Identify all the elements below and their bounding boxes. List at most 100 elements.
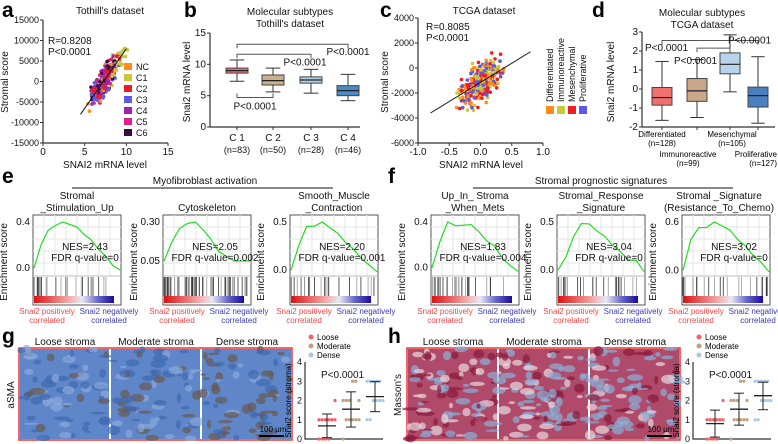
tissue-texture bbox=[496, 422, 503, 425]
legend-label: Loose bbox=[705, 333, 727, 342]
y-tick-label: 0.5 bbox=[540, 217, 554, 228]
data-point bbox=[470, 105, 474, 110]
x-tick-label: 1.0 bbox=[536, 147, 550, 158]
p-value: P<0.0001 bbox=[283, 58, 327, 69]
y-tick-label: 1 bbox=[632, 65, 638, 76]
data-point bbox=[459, 88, 464, 93]
tissue-texture bbox=[46, 353, 55, 362]
gene-set-title: Stromal _Signature bbox=[676, 191, 762, 202]
group-n: (n=46) bbox=[335, 145, 361, 155]
tissue-texture bbox=[103, 351, 109, 359]
tissue-texture bbox=[672, 381, 678, 385]
tissue-texture bbox=[660, 388, 667, 397]
tissue-texture bbox=[256, 397, 266, 405]
tissue-texture bbox=[85, 430, 91, 433]
data-point bbox=[457, 96, 462, 100]
legend-label: Moderate bbox=[317, 342, 351, 351]
tissue-texture bbox=[108, 425, 121, 436]
tissue-texture bbox=[57, 375, 70, 382]
tissue-texture bbox=[497, 357, 512, 366]
negative-label: Snai2 negatively bbox=[604, 307, 663, 316]
tissue-texture bbox=[402, 407, 418, 411]
x-tick-label: -1.0 bbox=[409, 147, 427, 158]
data-point bbox=[485, 88, 489, 93]
data-point bbox=[488, 90, 493, 94]
legend-label: Moderate bbox=[705, 342, 739, 351]
y-tick-label: 1 bbox=[685, 415, 690, 425]
group-label: C 4 bbox=[340, 133, 356, 144]
group-label: Mesenchymal bbox=[707, 130, 757, 139]
tissue-texture bbox=[519, 406, 536, 410]
data-point bbox=[484, 58, 488, 63]
tissue-texture bbox=[500, 372, 516, 379]
data-point bbox=[105, 59, 109, 64]
data-point bbox=[371, 398, 375, 403]
negative-label: correlated bbox=[489, 316, 525, 325]
data-point bbox=[492, 83, 496, 88]
group-n: (n=105) bbox=[718, 139, 746, 148]
panel-e-header: Myofibroblast activation bbox=[153, 176, 258, 187]
tissue-texture bbox=[227, 363, 237, 370]
y-tick-label: 15000 bbox=[14, 15, 39, 25]
legend-swatch bbox=[124, 85, 132, 92]
tissue-texture bbox=[524, 378, 537, 385]
data-point bbox=[118, 50, 123, 55]
tissue-texture bbox=[445, 430, 456, 438]
data-point bbox=[472, 96, 477, 100]
tissue-texture bbox=[471, 413, 480, 417]
panel-label-a: a bbox=[2, 0, 14, 22]
y-tick-label: -10000 bbox=[11, 118, 39, 128]
tissue-texture bbox=[617, 377, 625, 384]
tissue-texture bbox=[131, 418, 141, 422]
tissue-texture bbox=[287, 386, 292, 396]
tissue-texture bbox=[517, 435, 530, 438]
tissue-texture bbox=[648, 418, 654, 428]
p-value: P<0.0001 bbox=[674, 56, 718, 67]
tissue-texture bbox=[535, 412, 541, 416]
tissue-texture bbox=[217, 420, 233, 424]
negative-label: Snai2 negatively bbox=[210, 307, 269, 316]
y-tick-label: 10000 bbox=[14, 36, 39, 46]
data-point bbox=[357, 418, 361, 422]
tissue-texture bbox=[76, 393, 85, 403]
positive-label: correlated bbox=[678, 316, 714, 325]
ranked-list-color-bar bbox=[34, 296, 114, 303]
tissue-texture bbox=[522, 411, 536, 416]
tissue-texture bbox=[257, 421, 272, 425]
data-point bbox=[715, 418, 719, 422]
tissue-texture bbox=[437, 384, 442, 394]
ranked-list-color-bar bbox=[432, 296, 512, 303]
data-point bbox=[474, 92, 479, 97]
positive-label: Snai2 positively bbox=[149, 307, 205, 316]
tissue-texture bbox=[52, 396, 63, 405]
tissue-texture bbox=[255, 378, 271, 387]
data-point bbox=[500, 71, 505, 75]
data-point bbox=[766, 398, 770, 403]
panel-f-gsea: Up_In_ Stroma_When_Mets Enrichment score 0… bbox=[397, 191, 778, 325]
tissue-texture bbox=[152, 375, 166, 383]
data-point bbox=[90, 102, 94, 107]
data-point bbox=[463, 87, 468, 91]
y-tick-label: 4 bbox=[297, 357, 302, 367]
tissue-texture bbox=[227, 354, 238, 363]
data-point bbox=[98, 80, 102, 84]
data-point bbox=[708, 437, 712, 441]
data-point bbox=[330, 418, 334, 422]
tissue-texture bbox=[421, 353, 432, 360]
legend-swatch bbox=[546, 106, 554, 114]
significance-bracket bbox=[729, 40, 759, 45]
y-axis-label: Enrichment score bbox=[397, 223, 408, 301]
data-point bbox=[469, 71, 473, 76]
tissue-texture bbox=[455, 398, 471, 405]
negative-label: Snai2 negatively bbox=[80, 307, 139, 316]
data-point bbox=[489, 51, 494, 55]
tissue-texture bbox=[69, 349, 75, 358]
data-point bbox=[705, 418, 709, 422]
data-point bbox=[115, 54, 119, 58]
data-point bbox=[708, 418, 712, 422]
y-tick-label: 0.0 bbox=[540, 265, 554, 276]
tissue-texture bbox=[548, 388, 557, 399]
tissue-texture bbox=[604, 434, 613, 441]
data-point bbox=[320, 437, 324, 441]
tissue-texture bbox=[120, 365, 127, 369]
